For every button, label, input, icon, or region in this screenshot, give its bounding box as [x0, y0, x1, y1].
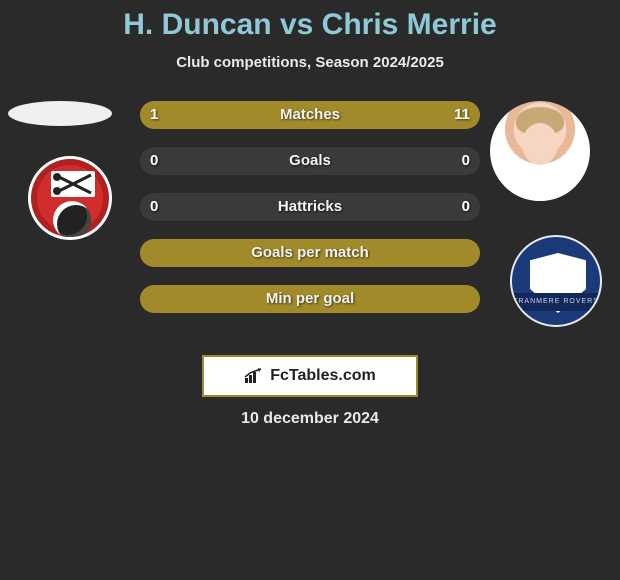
comparison-subtitle: Club competitions, Season 2024/2025 — [0, 54, 620, 71]
left-club-badge — [28, 156, 112, 240]
attribution-text: FcTables.com — [270, 367, 376, 385]
stat-row: Goals per match — [140, 239, 480, 267]
fctables-logo-icon — [244, 368, 264, 384]
right-club-name: TRANMERE ROVERS — [512, 293, 600, 311]
comparison-title: H. Duncan vs Chris Merrie — [0, 0, 620, 42]
attribution-box: FcTables.com — [202, 355, 418, 397]
stat-value-right: 11 — [454, 101, 470, 129]
right-club-badge: TRANMERE ROVERS — [510, 235, 602, 327]
stat-row: Min per goal — [140, 285, 480, 313]
football-icon — [53, 201, 91, 239]
stat-label: Hattricks — [140, 193, 480, 221]
snapshot-date: 10 december 2024 — [0, 410, 620, 428]
stat-row: Hattricks0 0 — [140, 193, 480, 221]
stat-value-left: 0 — [150, 147, 158, 175]
stat-label: Min per goal — [140, 285, 480, 313]
stat-label: Goals — [140, 147, 480, 175]
stat-value-left: 0 — [150, 193, 158, 221]
tranmere-badge-icon: TRANMERE ROVERS — [510, 235, 602, 327]
stat-bars: Matches111Goals00Hattricks00Goals per ma… — [140, 101, 480, 331]
stat-row: Goals0 0 — [140, 147, 480, 175]
stat-row: Matches111 — [140, 101, 480, 129]
stat-label: Goals per match — [140, 239, 480, 267]
stat-value-right: 0 — [462, 193, 470, 221]
right-player-photo — [490, 101, 590, 201]
stat-value-right: 0 — [462, 147, 470, 175]
crossed-keys-icon — [49, 169, 97, 199]
stat-value-left: 1 — [150, 101, 158, 129]
comparison-main: TRANMERE ROVERS Matches111Goals00Hattric… — [0, 101, 620, 361]
rotherham-badge-icon — [28, 156, 112, 240]
stat-label: Matches — [140, 101, 480, 129]
left-player-photo — [8, 101, 112, 126]
